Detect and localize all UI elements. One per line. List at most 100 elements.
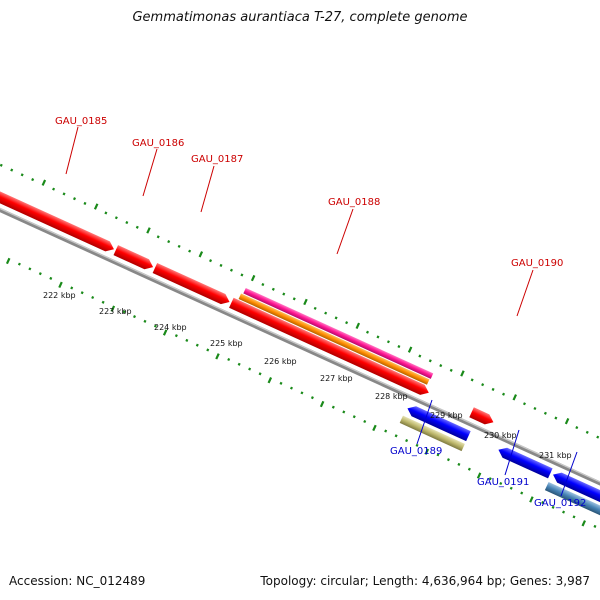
leader-GAU_0186 bbox=[142, 148, 158, 197]
scale-label: 231 kbp bbox=[539, 451, 572, 460]
tick-mark bbox=[215, 353, 220, 360]
scale-labels: 222 kbp 223 kbp 224 kbp 225 kbp 226 kbp … bbox=[43, 291, 572, 460]
tick-mark bbox=[585, 430, 589, 434]
scale-label: 229 kbp bbox=[430, 411, 463, 420]
genome-track bbox=[0, 163, 600, 535]
tick-mark bbox=[439, 364, 443, 368]
leader-GAU_0191 bbox=[504, 429, 520, 476]
scale-label: 226 kbp bbox=[264, 357, 297, 366]
tick-mark bbox=[73, 197, 77, 201]
tick-mark bbox=[146, 227, 151, 234]
tick-mark bbox=[376, 335, 380, 339]
tick-mark bbox=[572, 515, 576, 519]
gene-GAU_0186[interactable] bbox=[113, 245, 156, 272]
gene-GAU_0191[interactable] bbox=[496, 445, 553, 479]
tick-mark bbox=[177, 244, 181, 248]
accession-label: Accession: NC_012489 bbox=[9, 574, 146, 588]
tick-mark bbox=[319, 400, 325, 408]
tick-mark bbox=[596, 435, 600, 439]
tick-mark bbox=[282, 292, 286, 296]
gene-GAU_0191b[interactable] bbox=[551, 470, 600, 525]
tick-mark bbox=[52, 187, 56, 191]
tick-mark bbox=[227, 357, 231, 362]
tick-mark bbox=[248, 367, 252, 371]
tick-mark bbox=[271, 287, 275, 291]
tick-mark bbox=[188, 249, 192, 253]
tick-mark bbox=[125, 220, 129, 225]
gene-GAU_0192[interactable] bbox=[544, 481, 600, 535]
tick-mark bbox=[331, 405, 335, 409]
tick-mark bbox=[564, 417, 570, 425]
tick-mark bbox=[394, 434, 398, 438]
tick-mark bbox=[38, 272, 42, 276]
tick-mark bbox=[58, 281, 63, 289]
feature-orange[interactable] bbox=[238, 293, 430, 385]
tick-mark bbox=[261, 282, 265, 287]
leader-GAU_0192 bbox=[560, 451, 578, 497]
tick-mark bbox=[363, 419, 367, 424]
gene-GAU_0189[interactable] bbox=[405, 403, 471, 442]
tick-mark bbox=[386, 340, 390, 344]
tick-mark bbox=[250, 274, 256, 282]
tick-mark bbox=[345, 321, 349, 325]
tick-mark bbox=[476, 472, 482, 479]
tick-mark bbox=[488, 477, 492, 481]
tick-mark bbox=[397, 344, 401, 349]
tick-mark bbox=[481, 383, 485, 387]
tick-mark bbox=[502, 392, 506, 396]
tick-mark bbox=[292, 297, 296, 301]
scale-label: 223 kbp bbox=[99, 307, 132, 316]
tick-mark bbox=[522, 402, 526, 406]
tick-mark bbox=[143, 319, 147, 323]
tick-mark bbox=[289, 386, 293, 390]
tick-mark bbox=[303, 298, 308, 306]
inner-tick-ring bbox=[5, 257, 597, 528]
tick-mark bbox=[467, 467, 471, 471]
tick-mark bbox=[122, 310, 126, 314]
gene-GAU_0187[interactable] bbox=[152, 262, 232, 307]
gene-label-GAU_0186: GAU_0186 bbox=[132, 138, 184, 149]
tick-mark bbox=[509, 486, 513, 490]
leader-lines bbox=[65, 126, 578, 497]
gene-GAU_0185[interactable] bbox=[0, 177, 116, 254]
leader-GAU_0185 bbox=[65, 126, 79, 175]
tick-mark bbox=[355, 322, 361, 329]
tick-mark bbox=[0, 163, 3, 167]
gene-GAU_0188[interactable] bbox=[229, 297, 431, 398]
tick-mark bbox=[384, 429, 388, 433]
tick-mark bbox=[541, 501, 545, 505]
tick-mark bbox=[70, 286, 74, 290]
tick-mark bbox=[110, 305, 116, 312]
tick-mark bbox=[415, 443, 419, 447]
tick-mark bbox=[529, 496, 534, 503]
map-title: Gemmatimonas aurantiaca T-27, complete g… bbox=[132, 10, 468, 25]
tick-mark bbox=[104, 211, 108, 215]
gene-label-GAU_0190: GAU_0190 bbox=[511, 258, 563, 269]
tick-mark bbox=[28, 267, 32, 271]
outer-tick-ring bbox=[0, 163, 600, 439]
tick-mark bbox=[324, 311, 328, 315]
backbone bbox=[0, 191, 600, 511]
tick-mark bbox=[174, 334, 178, 338]
tick-mark bbox=[428, 359, 432, 363]
tick-mark bbox=[91, 295, 95, 300]
tick-mark bbox=[533, 406, 537, 411]
scale-label: 222 kbp bbox=[43, 291, 76, 300]
scale-label: 227 kbp bbox=[320, 374, 353, 383]
feature-magenta[interactable] bbox=[243, 287, 434, 379]
tick-mark bbox=[342, 410, 346, 414]
tick-mark bbox=[267, 377, 273, 384]
tick-mark bbox=[457, 462, 461, 466]
tick-mark bbox=[20, 173, 24, 177]
tick-mark bbox=[407, 346, 413, 353]
tick-mark bbox=[49, 276, 53, 280]
gene-GAU_0190[interactable] bbox=[469, 407, 495, 427]
gene-label-GAU_0189: GAU_0189 bbox=[390, 446, 442, 457]
feature-khaki[interactable] bbox=[399, 415, 465, 452]
tick-mark bbox=[581, 520, 586, 527]
tick-mark bbox=[198, 251, 204, 258]
leader-GAU_0188 bbox=[336, 208, 354, 255]
tick-mark bbox=[334, 316, 338, 320]
tick-mark bbox=[17, 262, 21, 266]
